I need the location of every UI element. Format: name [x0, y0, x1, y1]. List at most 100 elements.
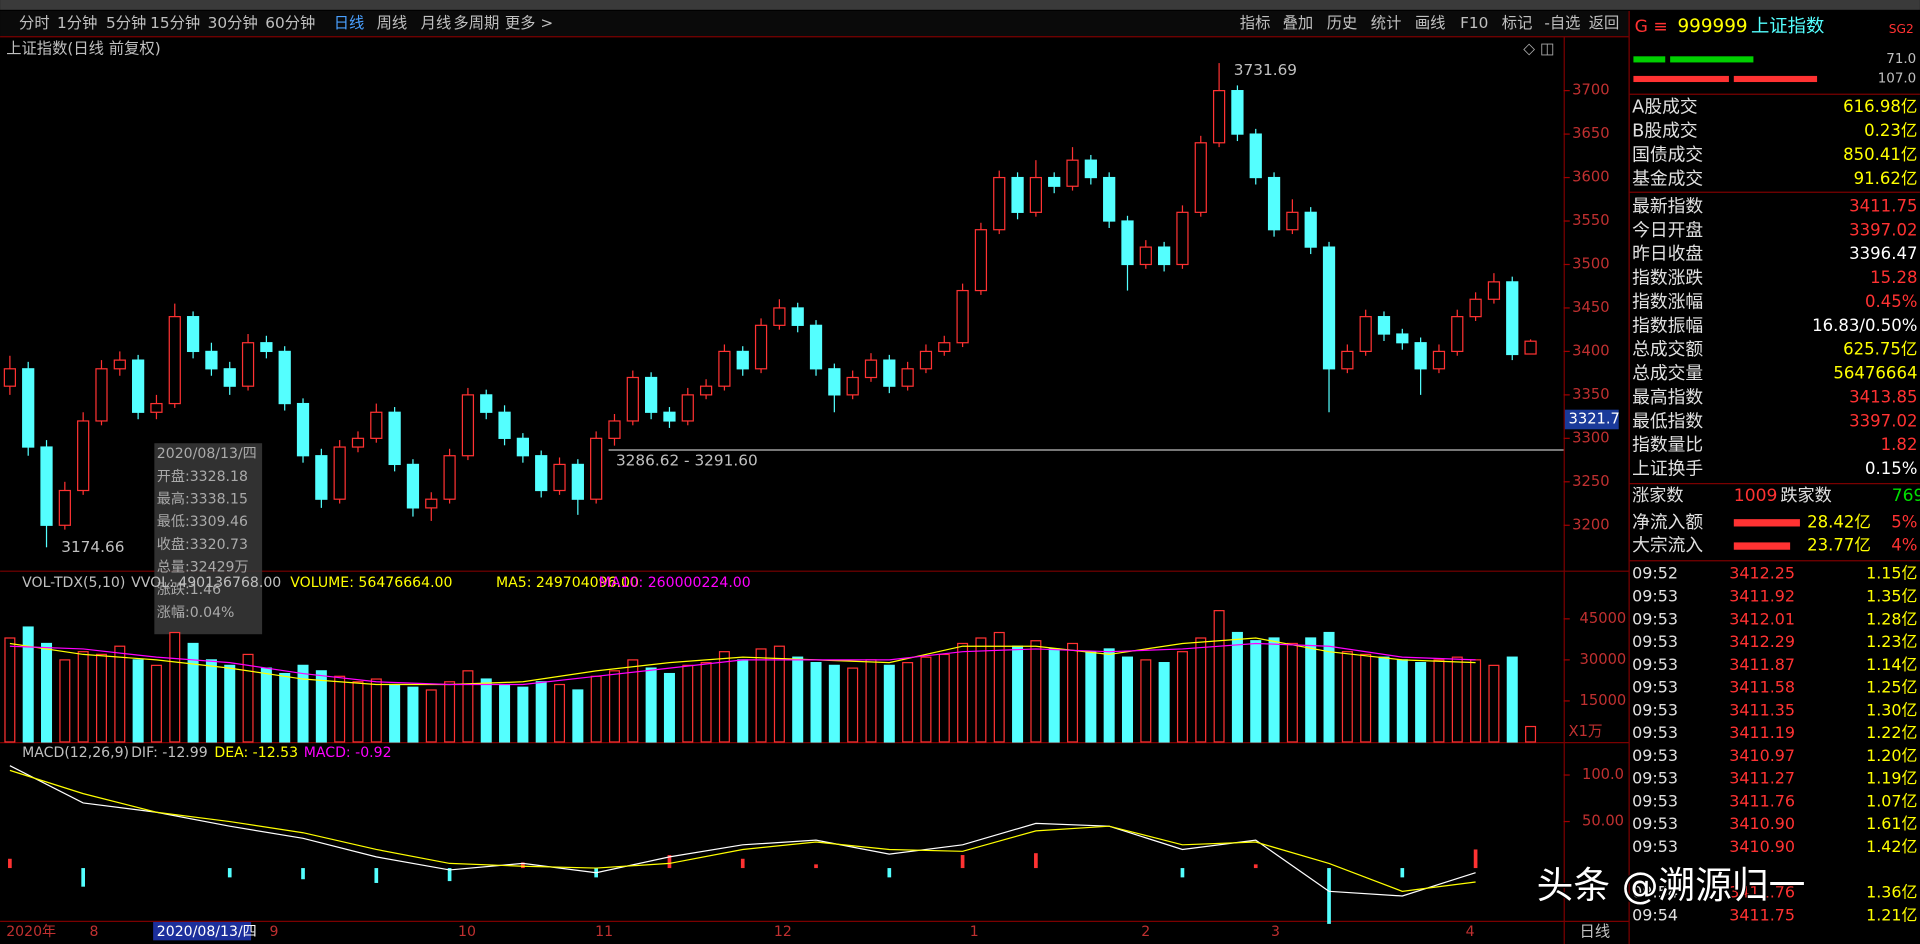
volume-bar	[4, 637, 16, 743]
volume-bar	[41, 642, 53, 743]
candle-body	[132, 359, 145, 413]
period-tab[interactable]: 60分钟	[265, 14, 315, 32]
meter	[1633, 75, 1729, 83]
candle-body	[1066, 159, 1079, 187]
candle-body	[993, 176, 1006, 231]
candle-body	[553, 463, 566, 492]
period-tab[interactable]: 5分钟	[106, 14, 146, 32]
date-label: 2020年	[6, 924, 56, 940]
quote-label: 指数涨跌	[1632, 268, 1703, 289]
tool-button[interactable]: 历史	[1327, 14, 1358, 32]
flow-label: 净流入额	[1632, 512, 1703, 533]
candle-body	[296, 402, 310, 457]
tool-button[interactable]: 返回	[1589, 14, 1620, 32]
volume-bar	[242, 653, 254, 743]
volume-bar	[1488, 664, 1500, 743]
trade-time: 09:53	[1632, 814, 1678, 833]
tooltip-line: 收盘:3320.73	[157, 536, 248, 553]
name: 上证指数	[1751, 16, 1824, 37]
flow-bar	[1733, 519, 1800, 527]
period-tab[interactable]: 日线	[334, 14, 365, 32]
volume-bar	[334, 675, 346, 743]
trade-volume: 1.23亿	[1866, 632, 1917, 651]
candle-body	[1212, 90, 1226, 144]
macd-bar	[8, 858, 12, 869]
period-tab[interactable]: 多周期	[453, 14, 499, 32]
volume-bar	[499, 683, 511, 743]
quote-value: 3397.02	[1849, 220, 1917, 239]
volume-bar	[1433, 659, 1445, 743]
candle-body	[1121, 220, 1134, 266]
volume-bar	[480, 678, 492, 743]
tool-button[interactable]: 统计	[1371, 14, 1402, 32]
candle-body	[883, 359, 896, 387]
indicator-header: MACD(12,26,9)	[22, 745, 129, 761]
y-tick-label: 30000	[1580, 651, 1627, 668]
meter	[1633, 56, 1666, 63]
macd-bar	[740, 858, 745, 869]
date-label: 3	[1271, 924, 1280, 940]
menu-strip	[0, 0, 1920, 10]
macd-bar	[887, 868, 892, 878]
candle-body	[663, 411, 676, 422]
period-tab[interactable]: 1分钟	[57, 14, 97, 32]
trade-time: 09:53	[1632, 723, 1678, 742]
cursor-price-box	[1564, 409, 1619, 430]
volume-bar	[1231, 631, 1243, 743]
period-label: 日线	[1580, 922, 1611, 940]
candle-body	[3, 368, 16, 387]
trade-price: 3411.75	[1729, 905, 1795, 924]
period-tab[interactable]: 15分钟	[150, 14, 200, 32]
trade-volume: 1.14亿	[1866, 655, 1917, 674]
code-prefix: G ≡	[1635, 17, 1668, 37]
toolbar	[0, 11, 1629, 37]
candle-body	[1469, 298, 1482, 318]
volume-bar	[773, 645, 785, 743]
tool-button[interactable]: -自选	[1544, 14, 1580, 32]
candle-body	[645, 376, 658, 413]
flow-bar	[1733, 542, 1791, 550]
chart-title: 上证指数(日线 前复权)	[6, 39, 160, 57]
candle-body	[736, 350, 749, 370]
breadth: 1009	[1734, 486, 1778, 506]
period-tab[interactable]: 月线	[421, 14, 452, 32]
trade-volume: 1.61亿	[1866, 814, 1917, 833]
volume-bar	[535, 681, 547, 743]
quote-label: 总成交额	[1632, 339, 1703, 360]
indicator-header: VOL-TDX(5,10)	[22, 575, 125, 591]
tool-button[interactable]: 画线	[1415, 14, 1446, 32]
tool-button[interactable]: 叠加	[1283, 14, 1314, 32]
candle-body	[1524, 340, 1537, 355]
candle-body	[571, 463, 584, 500]
trade-volume: 1.20亿	[1866, 746, 1917, 765]
volume-bar	[407, 686, 419, 743]
quote-label: 昨日收盘	[1632, 244, 1703, 265]
volume-bar	[554, 683, 566, 743]
tool-button[interactable]: 标记	[1502, 14, 1533, 32]
tool-button[interactable]: 指标	[1240, 14, 1271, 32]
volume-bar	[1195, 637, 1207, 743]
volume-bar	[572, 689, 584, 743]
period-tab[interactable]: 分时	[19, 14, 50, 32]
date-label: 2	[1141, 924, 1150, 940]
candle-body	[956, 289, 969, 344]
period-tab[interactable]: 更多 >	[505, 14, 553, 32]
volume-bar	[1268, 637, 1280, 743]
candle-body	[1359, 316, 1372, 353]
trade-volume: 1.36亿	[1866, 883, 1917, 902]
volume-bar	[792, 656, 804, 743]
macd-bar	[1180, 868, 1185, 878]
period-tab[interactable]: 30分钟	[208, 14, 258, 32]
candle-body	[333, 446, 346, 500]
candle-body	[773, 307, 786, 326]
y-tick-label: 3650	[1572, 125, 1609, 142]
trade-price: 3411.92	[1729, 587, 1795, 606]
volume-bar	[865, 659, 877, 743]
macd-bar	[667, 855, 672, 869]
candle-body	[901, 368, 914, 387]
watermark: 头条 @溯源归一	[1537, 864, 1806, 907]
trade-volume: 1.21亿	[1866, 905, 1917, 924]
tool-button[interactable]: F10	[1460, 14, 1488, 32]
period-tab[interactable]: 周线	[377, 14, 408, 32]
